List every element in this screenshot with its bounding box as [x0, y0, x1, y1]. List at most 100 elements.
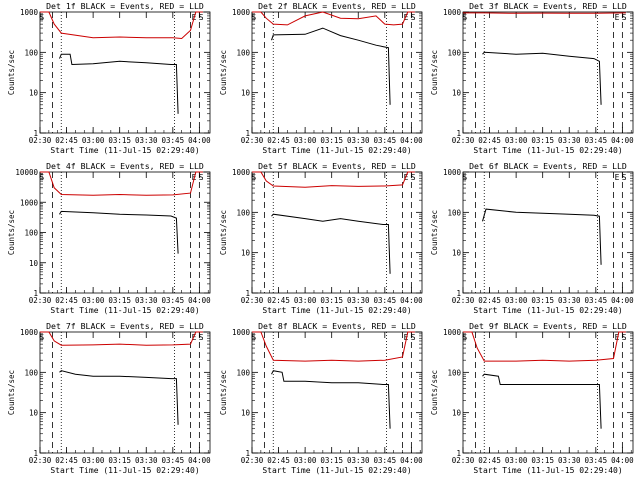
x-tick-label: 02:30	[452, 296, 475, 305]
x-tick-label: 03:45	[374, 296, 397, 305]
y-tick-label: 100	[24, 229, 38, 238]
x-tick-label: 04:00	[611, 136, 634, 145]
x-tick-label: 03:00	[505, 296, 528, 305]
y-tick-label: 1000	[443, 168, 462, 177]
marker-s-label: S	[39, 173, 44, 182]
x-axis-label: Start Time (11-Jul-15 02:29:40)	[50, 146, 199, 155]
y-tick-label: 10	[29, 409, 39, 418]
x-tick-label: 03:15	[320, 296, 343, 305]
x-tick-label: 02:30	[241, 136, 264, 145]
panel-title: Det 6f BLACK = Events, RED = LLD	[469, 161, 627, 171]
x-axis-label: Start Time (11-Jul-15 02:29:40)	[473, 466, 622, 475]
panel-det-6: Det 6f BLACK = Events, RED = LLD 1 10 100 10…	[430, 161, 634, 315]
x-tick-label: 04:00	[611, 296, 634, 305]
x-tick-label: 03:00	[505, 456, 528, 465]
x-tick-label: 04:00	[400, 296, 423, 305]
y-tick-label: 10	[241, 409, 251, 418]
x-tick-label: 03:15	[320, 456, 343, 465]
x-axis-label: Start Time (11-Jul-15 02:29:40)	[50, 466, 199, 475]
y-tick-label: 10	[452, 249, 462, 258]
y-tick-label: 1	[33, 129, 38, 138]
y-tick-label: 10000	[15, 168, 38, 177]
marker-e-label: E	[615, 333, 620, 342]
y-axis-label: Counts/sec	[219, 210, 228, 255]
marker-e-label: E	[404, 173, 409, 182]
series-lld-line	[40, 171, 203, 196]
x-tick-label: 04:00	[611, 456, 634, 465]
y-tick-label: 100	[447, 48, 461, 57]
y-tick-label: 100	[24, 368, 38, 377]
x-tick-label: 03:15	[531, 136, 554, 145]
marker-s-label: S	[251, 333, 256, 342]
y-tick-label: 100	[236, 368, 250, 377]
panel-det-7: Det 7f BLACK = Events, RED = LLD 1 10 100 10…	[7, 321, 211, 475]
y-axis-label: Counts/sec	[7, 370, 16, 415]
x-tick-label: 03:45	[162, 136, 185, 145]
x-tick-label: 02:30	[29, 296, 52, 305]
x-tick-label: 03:30	[558, 296, 581, 305]
y-tick-label: 100	[236, 208, 250, 217]
y-tick-label: 1000	[20, 328, 39, 337]
marker-s-label: S	[251, 173, 256, 182]
x-tick-label: 04:00	[188, 456, 211, 465]
x-tick-label: 02:30	[241, 296, 264, 305]
x-tick-label: 04:00	[188, 136, 211, 145]
x-tick-label: 03:30	[135, 136, 158, 145]
series-events-line	[482, 208, 602, 265]
series-events-line	[59, 370, 179, 425]
series-events-line	[271, 213, 391, 274]
marker-s-label: S	[411, 333, 416, 342]
marker-s-label: S	[622, 13, 627, 22]
x-tick-label: 03:45	[162, 296, 185, 305]
x-tick-label: 03:15	[108, 136, 131, 145]
y-tick-label: 1000	[20, 198, 39, 207]
x-tick-label: 03:00	[294, 456, 317, 465]
panel-det-9: Det 9f BLACK = Events, RED = LLD 1 10 100 10…	[430, 321, 634, 475]
marker-s-label: S	[39, 13, 44, 22]
x-tick-label: 04:00	[400, 136, 423, 145]
panel-title: Det 4f BLACK = Events, RED = LLD	[46, 161, 204, 171]
marker-s-label: S	[622, 333, 627, 342]
x-tick-label: 03:45	[585, 296, 608, 305]
marker-s-label: S	[39, 333, 44, 342]
x-tick-label: 02:45	[55, 136, 78, 145]
x-axis-label: Start Time (11-Jul-15 02:29:40)	[473, 146, 622, 155]
panel-title: Det 1f BLACK = Events, RED = LLD	[46, 1, 204, 11]
x-axis-label: Start Time (11-Jul-15 02:29:40)	[262, 306, 411, 315]
x-tick-label: 04:00	[188, 296, 211, 305]
x-tick-label: 03:00	[82, 456, 105, 465]
y-tick-label: 1000	[232, 8, 251, 17]
y-axis-label: Counts/sec	[7, 210, 16, 255]
panel-det-4: Det 4f BLACK = Events, RED = LLD 1 10 100 10…	[7, 161, 211, 315]
x-tick-label: 02:45	[267, 456, 290, 465]
x-axis-label: Start Time (11-Jul-15 02:29:40)	[262, 146, 411, 155]
y-axis-label: Counts/sec	[219, 370, 228, 415]
y-tick-label: 1	[245, 129, 250, 138]
series-lld-line	[252, 11, 415, 26]
x-tick-label: 03:15	[108, 456, 131, 465]
marker-e-label: E	[192, 333, 197, 342]
x-tick-label: 02:45	[478, 456, 501, 465]
marker-e-label: E	[615, 13, 620, 22]
y-tick-label: 1	[33, 449, 38, 458]
x-tick-label: 03:00	[294, 296, 317, 305]
y-tick-label: 10	[241, 89, 251, 98]
panel-det-5: Det 5f BLACK = Events, RED = LLD 1 10 100 10…	[219, 161, 423, 315]
y-tick-label: 1	[245, 449, 250, 458]
plot-frame	[462, 171, 634, 294]
x-tick-label: 03:30	[135, 296, 158, 305]
x-tick-label: 03:30	[347, 456, 370, 465]
panel-title: Det 9f BLACK = Events, RED = LLD	[469, 321, 627, 331]
x-tick-label: 03:45	[374, 136, 397, 145]
panel-det-3: Det 3f BLACK = Events, RED = LLD 1 10 100 10…	[430, 1, 634, 155]
y-axis-label: Counts/sec	[430, 50, 439, 95]
y-tick-label: 10	[29, 259, 39, 268]
x-tick-label: 03:15	[531, 456, 554, 465]
x-tick-label: 03:45	[374, 456, 397, 465]
panel-title: Det 8f BLACK = Events, RED = LLD	[258, 321, 416, 331]
y-axis-label: Counts/sec	[219, 50, 228, 95]
x-axis-label: Start Time (11-Jul-15 02:29:40)	[50, 306, 199, 315]
x-tick-label: 03:00	[82, 136, 105, 145]
x-tick-label: 03:30	[558, 456, 581, 465]
